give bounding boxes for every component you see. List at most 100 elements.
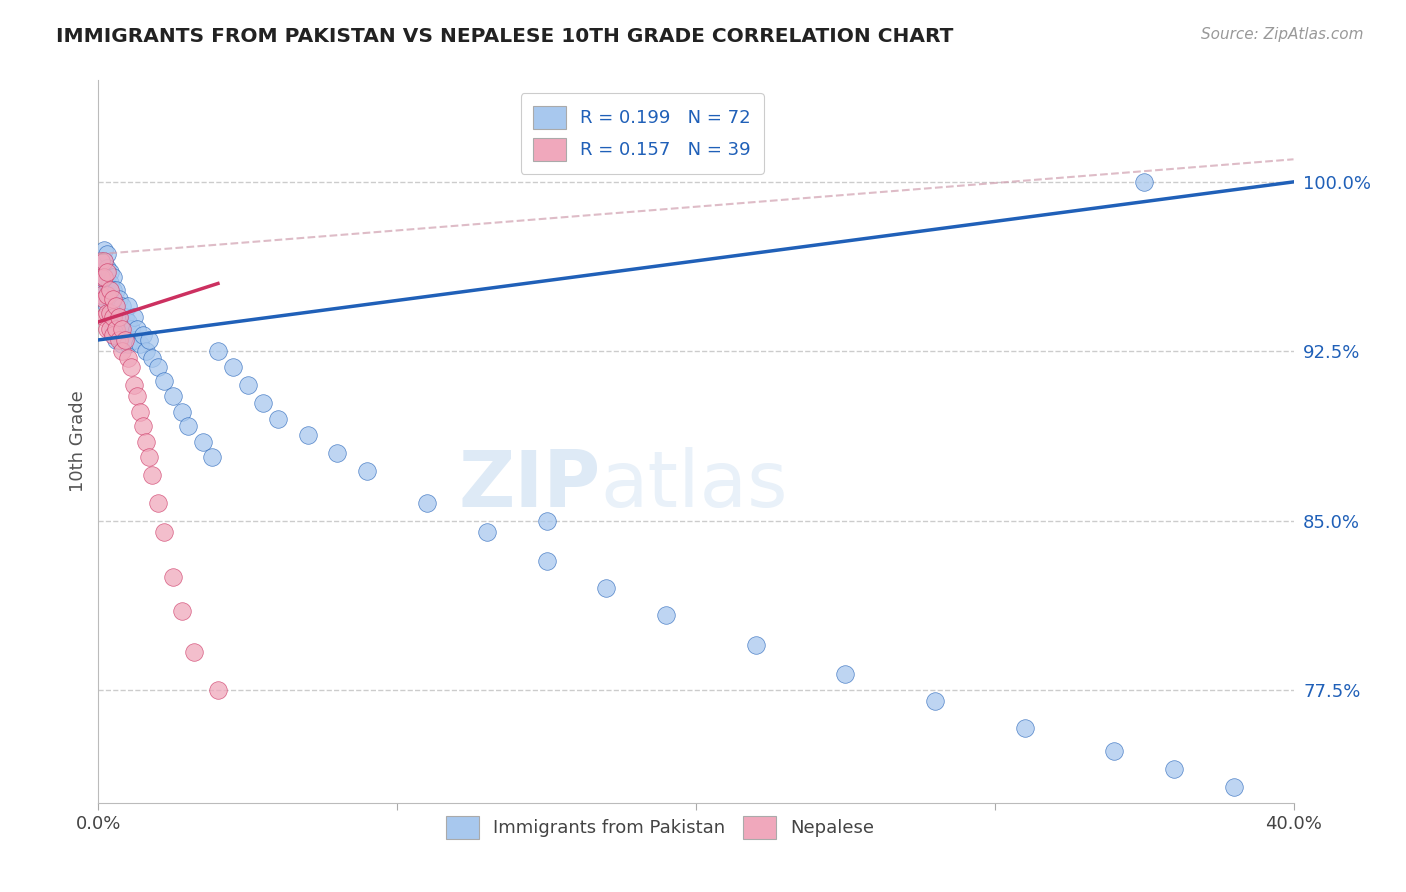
Point — [93, 254, 115, 268]
Point — [96, 293, 118, 307]
Point — [536, 514, 558, 528]
Point — [93, 269, 115, 284]
Point — [93, 310, 115, 325]
Text: ZIP: ZIP — [458, 447, 600, 523]
Point — [172, 405, 194, 419]
Point — [93, 243, 115, 257]
Point — [191, 434, 214, 449]
Point — [93, 287, 115, 301]
Point — [135, 344, 157, 359]
Point — [98, 321, 122, 335]
Point — [183, 644, 205, 658]
Point — [103, 321, 125, 335]
Point — [103, 269, 125, 284]
Y-axis label: 10th Grade: 10th Grade — [69, 391, 87, 492]
Point — [138, 333, 160, 347]
Point — [103, 310, 125, 325]
Point — [655, 608, 678, 623]
Point — [98, 293, 122, 307]
Point — [114, 333, 136, 347]
Point — [236, 378, 259, 392]
Point — [93, 293, 115, 307]
Point — [96, 321, 118, 335]
Point — [120, 321, 142, 335]
Point — [162, 389, 184, 403]
Point — [96, 277, 118, 291]
Point — [114, 310, 136, 325]
Point — [114, 333, 136, 347]
Point — [132, 328, 155, 343]
Point — [96, 247, 118, 261]
Point — [1223, 780, 1246, 794]
Point — [138, 450, 160, 465]
Point — [124, 310, 146, 325]
Point — [326, 446, 349, 460]
Point — [475, 524, 498, 539]
Point — [297, 427, 319, 442]
Point — [90, 265, 112, 279]
Point — [1163, 762, 1185, 776]
Point — [127, 321, 149, 335]
Point — [416, 495, 439, 509]
Point — [90, 277, 112, 291]
Point — [111, 337, 134, 351]
Point — [93, 269, 115, 284]
Point — [111, 344, 134, 359]
Point — [108, 310, 131, 325]
Point — [267, 412, 290, 426]
Point — [1133, 175, 1156, 189]
Point — [103, 283, 125, 297]
Text: atlas: atlas — [600, 447, 787, 523]
Point — [1014, 721, 1036, 735]
Point — [745, 638, 768, 652]
Point — [98, 283, 122, 297]
Point — [93, 254, 115, 268]
Point — [103, 328, 125, 343]
Point — [105, 333, 128, 347]
Point — [153, 524, 176, 539]
Point — [356, 464, 378, 478]
Point — [111, 299, 134, 313]
Point — [172, 604, 194, 618]
Point — [148, 495, 170, 509]
Point — [96, 260, 118, 275]
Point — [252, 396, 274, 410]
Legend: Immigrants from Pakistan, Nepalese: Immigrants from Pakistan, Nepalese — [437, 806, 883, 848]
Point — [141, 468, 163, 483]
Point — [141, 351, 163, 365]
Point — [117, 299, 139, 313]
Point — [127, 389, 149, 403]
Point — [153, 374, 176, 388]
Point — [98, 277, 122, 291]
Point — [148, 359, 170, 374]
Point — [105, 321, 128, 335]
Point — [595, 582, 617, 596]
Point — [90, 254, 112, 268]
Point — [103, 299, 125, 313]
Point — [105, 283, 128, 297]
Point — [98, 306, 122, 320]
Text: IMMIGRANTS FROM PAKISTAN VS NEPALESE 10TH GRADE CORRELATION CHART: IMMIGRANTS FROM PAKISTAN VS NEPALESE 10T… — [56, 27, 953, 45]
Point — [96, 287, 118, 301]
Point — [108, 293, 131, 307]
Point — [98, 265, 122, 279]
Point — [90, 269, 112, 284]
Point — [105, 299, 128, 313]
Point — [124, 333, 146, 347]
Point — [1104, 744, 1126, 758]
Point — [96, 306, 118, 320]
Point — [117, 315, 139, 329]
Point — [90, 287, 112, 301]
Point — [120, 359, 142, 374]
Point — [103, 293, 125, 307]
Point — [108, 310, 131, 325]
Point — [177, 418, 200, 433]
Point — [536, 554, 558, 568]
Point — [207, 682, 229, 697]
Point — [834, 667, 856, 681]
Point — [162, 570, 184, 584]
Point — [105, 315, 128, 329]
Point — [108, 333, 131, 347]
Point — [105, 299, 128, 313]
Point — [117, 351, 139, 365]
